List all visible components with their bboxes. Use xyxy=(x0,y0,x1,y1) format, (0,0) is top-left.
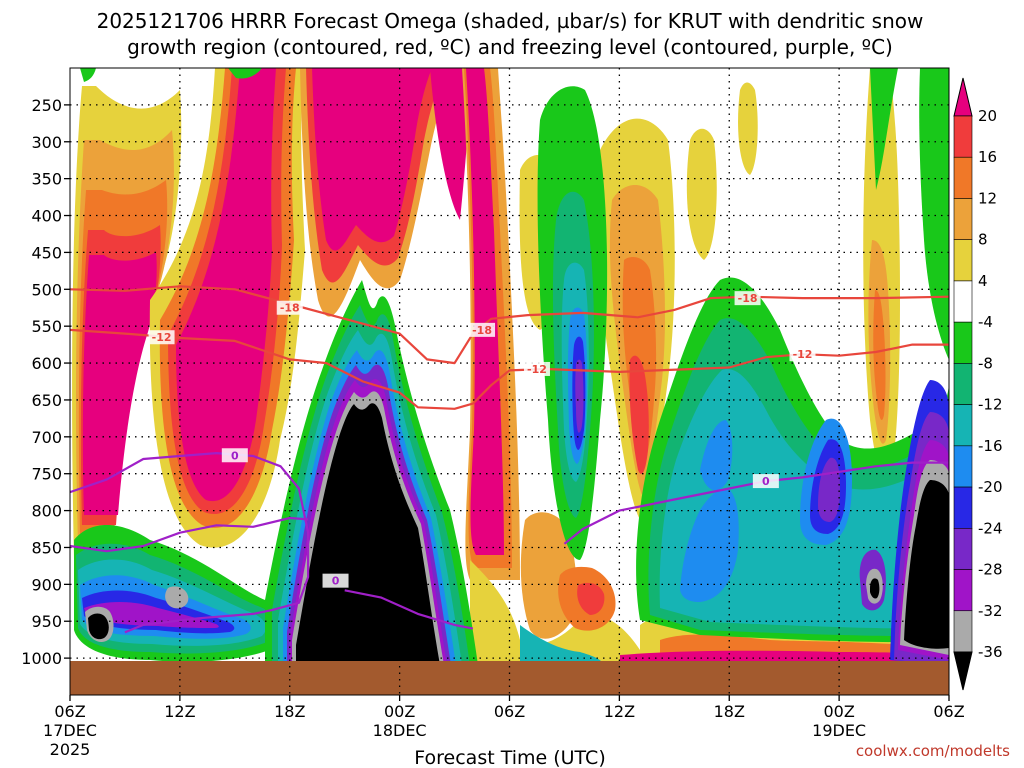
purple-contour-label-0-1: 0 xyxy=(332,575,340,588)
colorbar-swatch-13 xyxy=(953,610,973,653)
x-tick-date-3: 18DEC xyxy=(373,721,427,740)
y-tick-label-650: 650 xyxy=(31,391,62,410)
red-contour-label-bg-1-0 xyxy=(148,330,175,345)
y-tick-label-400: 400 xyxy=(31,207,62,226)
x-tick-date-0: 17DEC xyxy=(43,721,97,740)
red-contour-label-0-0: -18 xyxy=(280,302,300,315)
x-tick-label-2: 18Z xyxy=(274,702,305,721)
chart-title-line2: growth region (contoured, red, ºC) and f… xyxy=(127,35,893,59)
colorbar-label-12: -32 xyxy=(978,602,1003,620)
red-contour-label-bg-0-0 xyxy=(276,300,303,315)
y-tick-label-350: 350 xyxy=(31,170,62,189)
y-tick-label-300: 300 xyxy=(31,133,62,152)
colorbar-swatch-3 xyxy=(953,198,973,240)
colorbar-label-10: -24 xyxy=(978,519,1003,537)
red-contour-label-1-1: -12 xyxy=(527,363,547,376)
x-axis-label: Forecast Time (UTC) xyxy=(414,747,605,768)
omega-region-upper-middle xyxy=(149,68,305,548)
purple-contour-label-bg-0-0 xyxy=(221,448,248,463)
red-contour-label-1-2: -12 xyxy=(793,348,813,361)
y-tick-label-550: 550 xyxy=(31,317,62,336)
colorbar-swatch-5 xyxy=(953,280,973,323)
x-tick-label-3: 00Z xyxy=(384,702,415,721)
colorbar-swatch-1 xyxy=(953,115,973,158)
x-tick-label-4: 06Z xyxy=(494,702,525,721)
y-tick-label-850: 850 xyxy=(31,538,62,557)
y-tick-label-900: 900 xyxy=(31,575,62,594)
plot-area: -18 -18 -18 -12 -12 -12 0 0 0 xyxy=(70,68,949,695)
y-tick-label-250: 250 xyxy=(31,96,62,115)
x-tick-label-6: 18Z xyxy=(714,702,745,721)
gridlines xyxy=(70,68,949,695)
colorbar-label-0: 20 xyxy=(978,107,997,125)
colorbar-label-8: -16 xyxy=(978,437,1003,455)
y-tick-label-450: 450 xyxy=(31,243,62,262)
colorbar-label-4: 4 xyxy=(978,272,988,290)
omega-region-descent-right xyxy=(80,68,949,665)
purple-contour-3 xyxy=(563,461,949,545)
colorbar-label-1: 16 xyxy=(978,148,997,166)
purple-contour-1 xyxy=(70,516,309,553)
chart-title-line1: 2025121706 HRRR Forecast Omega (shaded, … xyxy=(97,9,924,33)
x-tick-label-5: 12Z xyxy=(604,702,635,721)
colorbar-swatch-11 xyxy=(953,528,973,570)
colorbar-swatch-10 xyxy=(953,486,973,529)
colorbar-label-2: 12 xyxy=(978,189,997,207)
red-contour-label-0-2: -18 xyxy=(738,292,758,305)
colorbar-swatch-9 xyxy=(953,445,973,488)
y-tick-label-600: 600 xyxy=(31,354,62,373)
y-tick-label-1000: 1000 xyxy=(21,649,62,668)
colorbar-swatch-8 xyxy=(953,404,973,447)
x-tick-label-0: 06Z xyxy=(54,702,85,721)
colorbar-label-13: -36 xyxy=(978,643,1003,661)
purple-contour-label-bg-0-1 xyxy=(322,573,349,588)
x-tick-label-7: 00Z xyxy=(823,702,854,721)
y-tick-label-950: 950 xyxy=(31,612,62,631)
red-contour-label-bg-1-2 xyxy=(789,347,816,362)
colorbar-swatch-7 xyxy=(953,363,973,405)
contour-lines: -18 -18 -18 -12 -12 -12 0 0 0 xyxy=(70,285,949,634)
omega-region-upper-left xyxy=(72,86,182,560)
colorbar-swatch-4 xyxy=(953,239,973,282)
colorbar-label-3: 8 xyxy=(978,231,988,249)
x-tick-date-7: 19DEC xyxy=(812,721,866,740)
omega-region-upper-center xyxy=(300,68,520,580)
colorbar-bottom-arrow xyxy=(953,651,973,691)
colorbar-swatch-2 xyxy=(953,156,973,199)
red-contour-label-bg-0-2 xyxy=(734,291,761,306)
omega-region-descent-left xyxy=(74,525,294,662)
purple-contour-label-bg-3-0 xyxy=(752,474,779,489)
credit-text: coolwx.com/modelts xyxy=(856,742,1010,760)
red-contour-label-bg-1-1 xyxy=(523,361,550,376)
colorbar: 20 16 12 8 4 -4 -8 -12 -16 -20 -24 -28 -32 -36 xyxy=(953,77,1003,691)
colorbar-swatch-6 xyxy=(953,321,973,364)
colorbar-swatch-12 xyxy=(953,569,973,612)
purple-contour-label-3-0: 0 xyxy=(762,475,770,488)
colorbar-label-6: -8 xyxy=(978,354,993,372)
red-contour-label-bg-0-1 xyxy=(469,322,496,337)
omega-region-upper-right xyxy=(519,68,900,521)
colorbar-top-arrow xyxy=(953,77,973,117)
x-tick-year-0: 2025 xyxy=(50,740,91,759)
x-tick-label-1: 12Z xyxy=(164,702,195,721)
red-contour-label-0-1: -18 xyxy=(472,324,492,337)
y-tick-label-700: 700 xyxy=(31,428,62,447)
purple-contour-label-0-0: 0 xyxy=(231,449,239,462)
purple-contour-2 xyxy=(344,589,474,630)
red-contour-label-1-0: -12 xyxy=(152,331,172,344)
colorbar-label-5: -4 xyxy=(978,313,993,331)
y-axis: 250 300 350 400 450 500 550 600 650 700 750 800 850 9… xyxy=(21,96,70,668)
colorbar-label-7: -12 xyxy=(978,396,1003,414)
purple-contour-0 xyxy=(70,452,310,634)
x-tick-label-8: 06Z xyxy=(933,702,964,721)
colorbar-label-9: -20 xyxy=(978,478,1003,496)
y-tick-label-800: 800 xyxy=(31,502,62,521)
colorbar-label-11: -28 xyxy=(978,561,1003,579)
y-tick-label-500: 500 xyxy=(31,280,62,299)
y-tick-label-750: 750 xyxy=(31,465,62,484)
